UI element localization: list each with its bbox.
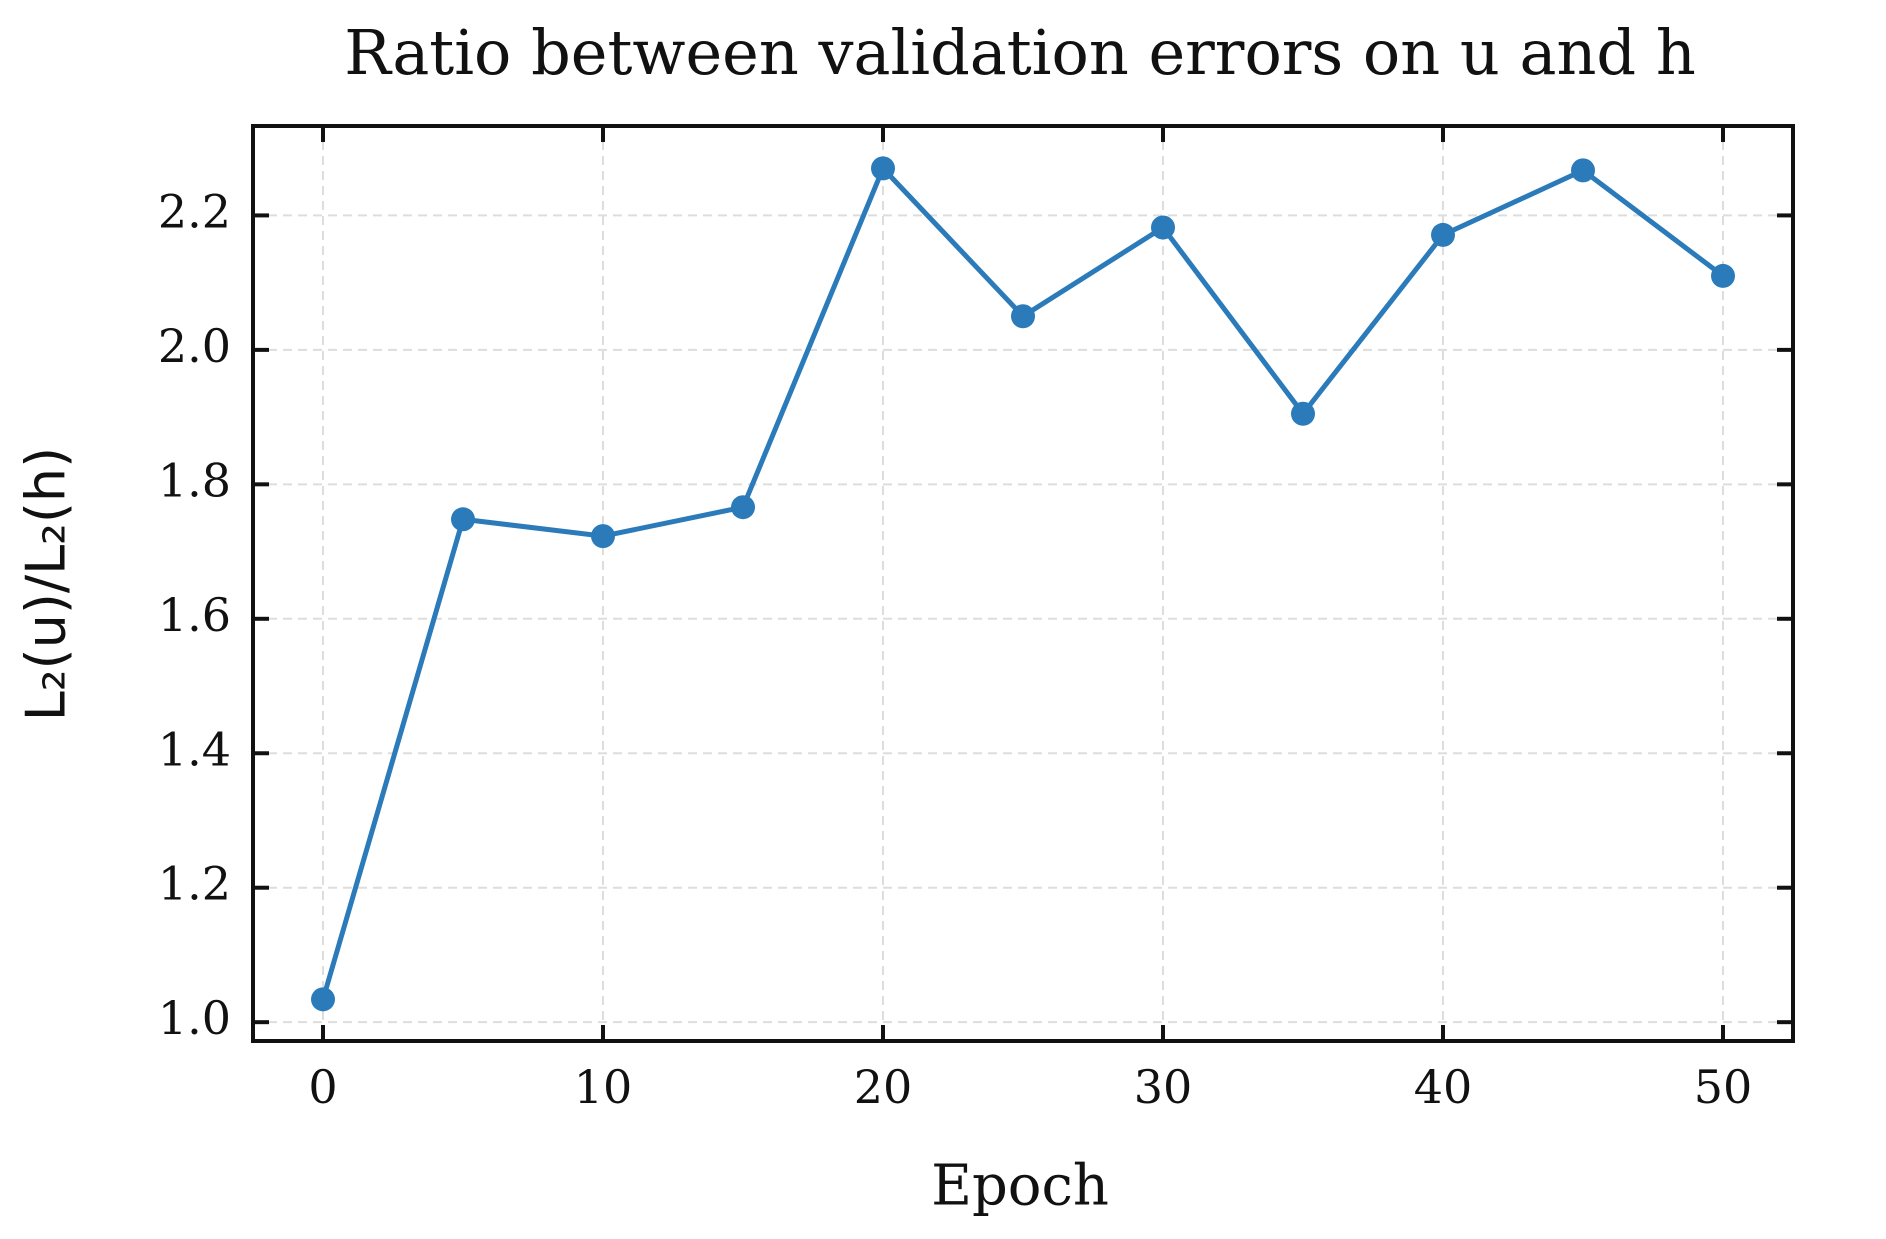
- data-point: [1571, 158, 1595, 183]
- data-point: [1291, 401, 1315, 426]
- y-tick-label: 1.2: [158, 857, 231, 911]
- y-tick-label: 1.8: [158, 453, 231, 507]
- data-point: [731, 495, 755, 520]
- x-tick-label: 0: [308, 1060, 337, 1114]
- y-tick-label: 2.2: [158, 184, 231, 238]
- data-point: [591, 524, 615, 549]
- x-tick-label: 20: [854, 1060, 913, 1114]
- y-tick-label: 2.0: [158, 319, 231, 373]
- x-axis-label: Epoch: [931, 1154, 1109, 1219]
- data-point: [871, 156, 895, 181]
- data-point: [1151, 215, 1175, 240]
- x-tick-label: 30: [1134, 1060, 1193, 1114]
- x-tick-label: 10: [574, 1060, 633, 1114]
- data-point: [1711, 263, 1735, 288]
- x-tick-label: 50: [1694, 1060, 1753, 1114]
- data-point: [1431, 222, 1455, 247]
- data-point: [1011, 304, 1035, 329]
- data-point: [451, 507, 475, 532]
- chart-title: Ratio between validation errors on u and…: [344, 16, 1696, 89]
- y-axis-label: L₂(u)/L₂(h): [15, 447, 78, 721]
- data-line: [320, 163, 1725, 1001]
- x-tick-label: 40: [1414, 1060, 1473, 1114]
- plot-frame: [251, 124, 1795, 1043]
- y-tick-label: 1.4: [158, 722, 231, 776]
- y-tick-label: 1.6: [158, 588, 231, 642]
- data-point: [311, 987, 335, 1012]
- y-tick-label: 1.0: [158, 991, 231, 1045]
